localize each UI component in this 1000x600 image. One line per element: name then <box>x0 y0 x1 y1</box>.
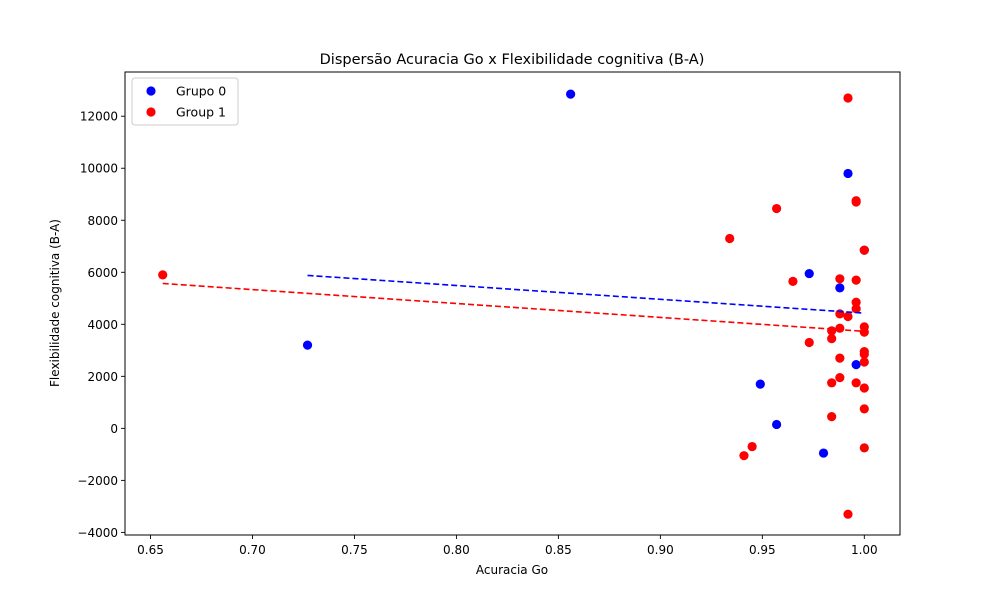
data-point-series-1 <box>843 509 853 519</box>
x-tick-label: 0.95 <box>749 543 776 557</box>
data-point-series-1 <box>851 304 861 314</box>
data-point-series-1 <box>772 203 782 214</box>
data-point-series-1 <box>827 334 837 344</box>
data-point-series-0 <box>755 379 765 389</box>
y-tick-label: −2000 <box>77 474 118 488</box>
y-axis-label: Flexibilidade cognitiva (B-A) <box>48 219 62 387</box>
y-tick-label: 2000 <box>87 370 118 384</box>
x-tick-label: 0.65 <box>137 543 164 557</box>
data-point-series-1 <box>859 404 869 414</box>
data-point-series-0 <box>566 89 576 99</box>
data-point-series-1 <box>859 357 869 367</box>
data-point-series-1 <box>804 337 814 348</box>
data-point-series-1 <box>843 311 853 322</box>
y-tick-label: 10000 <box>80 162 118 176</box>
data-point-series-0 <box>835 283 845 293</box>
data-point-series-1 <box>859 349 869 359</box>
y-tick-label: 4000 <box>87 318 118 332</box>
x-tick-label: 0.80 <box>443 543 470 557</box>
data-point-series-1 <box>851 297 861 307</box>
legend-box <box>131 77 239 126</box>
y-tick-label: 8000 <box>87 214 118 228</box>
trendline-series-0 <box>307 274 865 314</box>
data-point-series-1 <box>835 323 845 333</box>
data-point-series-1 <box>859 245 869 255</box>
data-point-series-1 <box>851 275 861 285</box>
data-point-series-1 <box>788 276 798 286</box>
x-tick-label: 0.90 <box>647 543 674 557</box>
data-point-series-1 <box>739 451 749 461</box>
data-point-series-1 <box>725 233 735 244</box>
x-tick-label: 0.85 <box>545 543 572 557</box>
x-tick-label: 0.75 <box>341 543 368 557</box>
data-point-series-1 <box>158 270 168 280</box>
data-point-series-1 <box>859 443 869 453</box>
data-point-series-0 <box>772 419 782 430</box>
plot-frame <box>124 71 901 536</box>
plot-area: 0.65 0.70 0.75 0.80 0.85 0.90 0.95 1.00 −4000 −20… <box>77 71 901 557</box>
legend-marker-series-1 <box>146 107 156 117</box>
data-point-series-1 <box>835 373 845 383</box>
y-tick-label: 6000 <box>87 266 118 280</box>
data-point-series-1 <box>851 378 861 388</box>
legend-label-series-1: Group 1 <box>176 105 226 120</box>
x-axis-label: Acuracia Go <box>476 563 548 577</box>
data-point-series-1 <box>835 274 845 284</box>
data-point-series-0 <box>302 340 313 350</box>
data-point-series-0 <box>804 268 814 279</box>
y-tick-label: 12000 <box>80 110 118 124</box>
data-point-series-1 <box>859 383 869 393</box>
data-point-series-0 <box>843 168 853 179</box>
data-point-series-1 <box>827 412 837 422</box>
legend-marker-series-0 <box>146 86 156 96</box>
data-point-series-1 <box>835 353 845 363</box>
data-point-series-1 <box>859 327 869 337</box>
data-point-series-0 <box>851 360 861 370</box>
y-tick-label: 0 <box>110 422 118 436</box>
x-tick-label: 0.70 <box>239 543 266 557</box>
trendline-series-1 <box>162 282 865 333</box>
chart-title: Dispersão Acuracia Go x Flexibilidade co… <box>320 52 705 68</box>
data-point-series-1 <box>747 441 757 452</box>
legend-label-series-0: Grupo 0 <box>176 84 226 99</box>
legend: Grupo 0 Group 1 <box>131 77 239 126</box>
data-point-series-0 <box>818 448 829 458</box>
data-point-series-1 <box>843 93 853 103</box>
y-tick-label: −4000 <box>77 526 118 540</box>
data-point-series-1 <box>851 197 861 207</box>
data-point-series-1 <box>827 378 837 388</box>
x-tick-label: 1.00 <box>851 543 878 557</box>
